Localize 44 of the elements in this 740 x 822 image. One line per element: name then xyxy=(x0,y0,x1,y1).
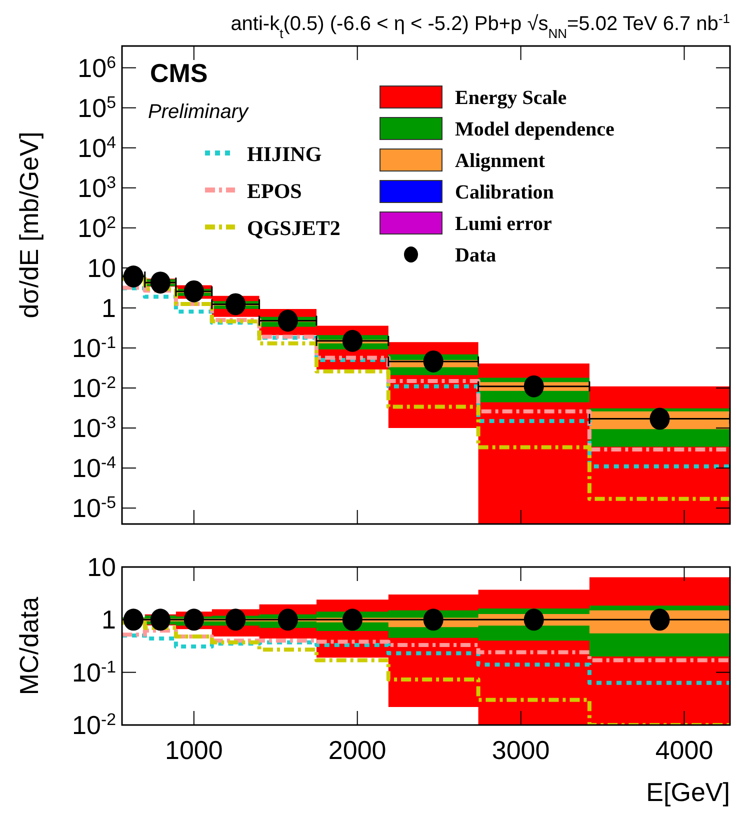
legend-label: HIJING xyxy=(247,142,322,166)
point xyxy=(226,293,246,316)
point xyxy=(123,266,144,288)
point xyxy=(524,375,544,398)
legend-label: Calibration xyxy=(455,182,554,204)
x-tick-label: 1000 xyxy=(164,735,223,765)
y-axis-title: dσ/dE [mb/GeV] xyxy=(14,132,44,318)
x-tick-label: 4000 xyxy=(655,735,714,765)
y-tick-label: 10$^{-4}$ xyxy=(72,452,116,484)
y-tick-label: 10 xyxy=(87,552,116,582)
x-axis-title: E[GeV] xyxy=(646,777,730,807)
point xyxy=(150,272,170,294)
chart-title: anti-k$_{t}$(0.5) (-6.6 < η < -5.2) Pb+p √s$_{NN}$=5.02 TeV 6.7 nb$^{-1}$ xyxy=(230,10,730,40)
y-tick-label: 10$^{5}$ xyxy=(78,92,116,123)
y-tick-label: 10$^{-5}$ xyxy=(72,492,116,524)
y-tick-label: 10$^{-2}$ xyxy=(72,710,116,740)
point xyxy=(423,350,444,372)
point xyxy=(184,280,204,302)
annotation: CMS xyxy=(150,58,208,88)
y-tick-label: 10$^{-1}$ xyxy=(72,656,116,688)
legend-label: Model dependence xyxy=(455,118,615,140)
y-tick-label: 10 xyxy=(87,252,116,283)
legend-label: QGSJET2 xyxy=(247,216,340,240)
y-tick-label: 1 xyxy=(102,604,116,635)
y-tick-label: 10$^{-2}$ xyxy=(72,372,116,403)
legend-label: Lumi error xyxy=(455,213,552,235)
y-tick-label: 10$^{6}$ xyxy=(78,52,116,83)
y-tick-label: 10$^{4}$ xyxy=(78,132,116,163)
x-tick-label: 2000 xyxy=(328,735,386,765)
y-tick-label: 10$^{-1}$ xyxy=(72,332,116,363)
point xyxy=(278,310,298,332)
legend-label: EPOS xyxy=(247,179,302,203)
point xyxy=(650,408,670,430)
legend-label: Energy Scale xyxy=(455,87,567,109)
y-tick-label: 10$^{-3}$ xyxy=(72,412,116,444)
legend-label: Alignment xyxy=(455,150,546,172)
legend-label: Data xyxy=(455,244,496,266)
y-axis-title: MC/data xyxy=(14,596,44,696)
y-tick-label: 1 xyxy=(102,292,116,323)
annotation: Preliminary xyxy=(148,101,250,123)
point xyxy=(342,330,362,352)
y-tick-label: 10$^{3}$ xyxy=(78,172,116,203)
y-tick-label: 10$^{2}$ xyxy=(78,212,116,243)
x-tick-label: 3000 xyxy=(492,735,550,765)
